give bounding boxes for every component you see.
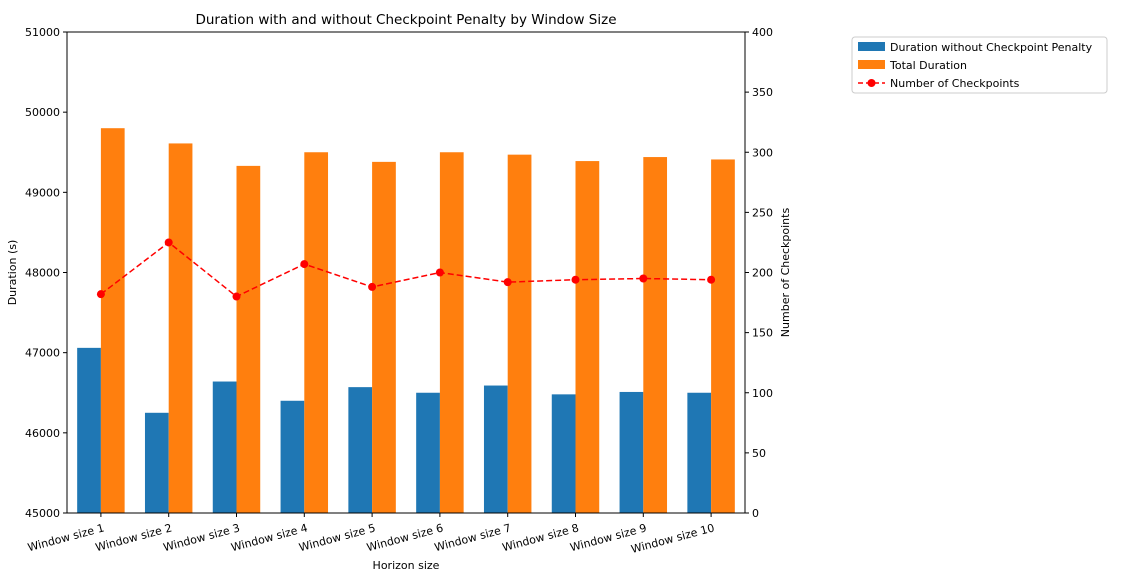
x-axis-label: Horizon size: [373, 559, 440, 572]
bar-total-duration: [304, 152, 329, 513]
legend-label: Number of Checkpoints: [890, 77, 1020, 90]
bar-total-duration: [643, 157, 668, 513]
y-tick-label: 49000: [25, 186, 60, 199]
y2-tick-label: 350: [752, 86, 773, 99]
plot-area: [66, 31, 746, 514]
y2-tick-label: 200: [752, 267, 773, 280]
y-tick-label: 46000: [25, 427, 60, 440]
y2-tick-label: 100: [752, 387, 773, 400]
bar-without-penalty: [416, 392, 440, 513]
bar-without-penalty: [280, 400, 305, 513]
y-tick-label: 50000: [25, 106, 60, 119]
y-tick-label: 48000: [25, 267, 60, 280]
bar-total-duration: [372, 161, 396, 513]
checkpoint-marker: [571, 275, 580, 284]
checkpoint-marker: [639, 274, 648, 283]
y-axis-label: Duration (s): [6, 240, 19, 306]
legend-swatch-marker: [867, 79, 876, 87]
y-tick-label: 47000: [25, 347, 60, 360]
x-tick-label: Window size 8: [501, 521, 580, 554]
y2-tick-label: 150: [752, 327, 773, 340]
bar-without-penalty: [144, 412, 169, 513]
legend-swatch: [858, 60, 885, 69]
y-tick-label: 51000: [25, 26, 60, 39]
chart-title: Duration with and without Checkpoint Pen…: [195, 12, 616, 28]
bar-total-duration: [168, 143, 193, 513]
bar-without-penalty: [687, 392, 712, 513]
y2-tick-label: 400: [752, 26, 773, 39]
checkpoint-marker: [232, 292, 241, 301]
x-tick-label: Window size 5: [297, 521, 376, 554]
checkpoint-marker: [96, 290, 105, 299]
x-tick-label: Window size 1: [26, 521, 105, 554]
y-axis: 45000 46000 47000 48000 49000 50000 51000: [25, 26, 67, 520]
bar-without-penalty: [551, 394, 576, 513]
y2-tick-label: 300: [752, 146, 773, 159]
legend-label: Total Duration: [889, 59, 967, 72]
checkpoint-marker: [368, 282, 377, 291]
bar-total-duration: [236, 165, 261, 513]
bar-total-duration: [100, 128, 125, 513]
secondary-y-axis-label: Number of Checkpoints: [779, 208, 792, 338]
x-tick-label: Window size 3: [162, 521, 241, 554]
checkpoint-marker: [707, 275, 716, 284]
legend-swatch: [858, 42, 885, 51]
x-tick-label: Window size 6: [365, 521, 444, 554]
legend: Duration without Checkpoint Penalty Total…: [851, 36, 1108, 94]
bar-without-penalty: [212, 381, 237, 513]
legend-label: Duration without Checkpoint Penalty: [890, 41, 1093, 54]
bar-without-penalty: [77, 347, 101, 513]
y-tick-label: 45000: [25, 507, 60, 520]
x-tick-label: Window size 4: [230, 521, 309, 554]
y2-tick-label: 50: [752, 447, 766, 460]
x-tick-label: Window size 2: [94, 521, 173, 554]
bar-without-penalty: [619, 391, 644, 513]
bar-total-duration: [711, 159, 735, 513]
bar-total-duration: [439, 152, 464, 513]
legend-box: [851, 36, 1108, 94]
checkpoint-marker: [164, 238, 173, 247]
y2-tick-label: 0: [752, 507, 759, 520]
y2-tick-label: 250: [752, 206, 773, 219]
x-tick-label: Window size 7: [433, 521, 512, 554]
checkpoints-line: [100, 241, 712, 298]
checkpoint-marker: [435, 268, 444, 277]
secondary-y-axis: 0 50 100 150 200 250 300 350 400: [745, 26, 773, 520]
bar-without-penalty: [348, 387, 373, 513]
bar-without-penalty: [483, 385, 508, 513]
checkpoint-marker: [503, 278, 512, 287]
checkpoint-marker: [300, 260, 309, 269]
bar-total-duration: [507, 154, 532, 513]
bar-total-duration: [575, 161, 600, 513]
